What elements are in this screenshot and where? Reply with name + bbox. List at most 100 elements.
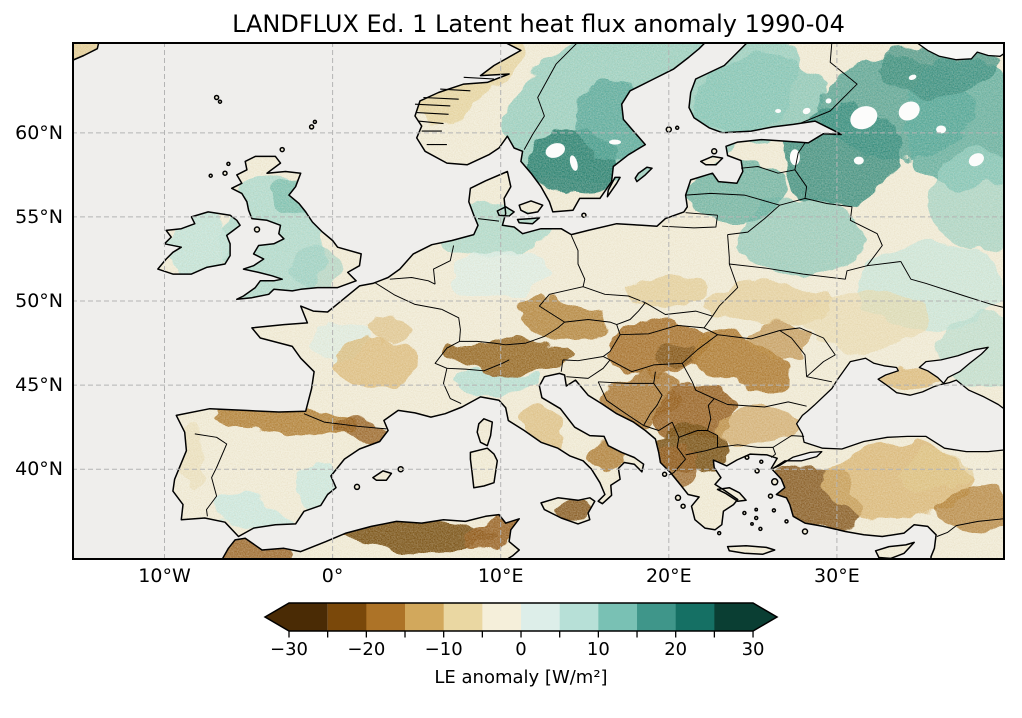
country-border bbox=[717, 444, 773, 448]
country-border bbox=[662, 215, 718, 229]
country-border bbox=[443, 368, 462, 405]
country-border bbox=[602, 356, 683, 373]
island bbox=[759, 459, 764, 464]
y-axis-tick-label: 55°N bbox=[15, 205, 63, 228]
lake bbox=[825, 98, 832, 104]
colorbar-tick-label: 30 bbox=[741, 639, 765, 660]
country-border bbox=[477, 218, 500, 222]
country-border bbox=[523, 42, 579, 150]
fjord bbox=[463, 76, 495, 80]
country-border bbox=[707, 430, 718, 448]
country-border bbox=[801, 42, 858, 124]
coastline bbox=[230, 155, 362, 301]
sea-azov bbox=[918, 346, 989, 385]
country-border bbox=[598, 381, 654, 384]
colorbar-segment bbox=[443, 603, 483, 631]
lake bbox=[545, 143, 565, 158]
coastline bbox=[699, 155, 724, 166]
country-border bbox=[794, 142, 806, 170]
y-axis-tick-label: 40°N bbox=[15, 458, 63, 481]
country-border bbox=[703, 315, 713, 329]
country-border bbox=[681, 334, 718, 364]
country-border bbox=[779, 330, 808, 377]
island bbox=[754, 468, 760, 474]
colorbar-tick-label: 20 bbox=[664, 639, 688, 660]
country-border bbox=[678, 430, 708, 438]
coastline bbox=[72, 42, 100, 62]
island bbox=[770, 478, 779, 486]
lake bbox=[968, 153, 984, 167]
country-border bbox=[727, 204, 781, 236]
x-axis-tick-label: 30°E bbox=[814, 565, 860, 587]
island bbox=[213, 94, 220, 101]
island bbox=[253, 226, 261, 233]
plot-border bbox=[72, 42, 1005, 560]
island bbox=[208, 173, 213, 178]
x-axis-tick-label: 20°E bbox=[645, 565, 692, 587]
country-border bbox=[566, 359, 611, 379]
colorbar-tick-label: −30 bbox=[270, 639, 308, 660]
country-border bbox=[643, 383, 663, 426]
colorbar-segment bbox=[675, 603, 715, 631]
island bbox=[279, 146, 285, 153]
country-border bbox=[681, 363, 715, 400]
colorbar-canvas bbox=[263, 602, 779, 638]
coastline bbox=[157, 211, 241, 275]
colorbar-segment bbox=[559, 603, 599, 631]
island bbox=[312, 119, 318, 125]
country-border bbox=[433, 245, 455, 285]
coastline bbox=[634, 166, 653, 183]
country-border bbox=[389, 277, 436, 285]
island bbox=[661, 471, 668, 478]
country-border bbox=[620, 324, 705, 336]
country-border bbox=[653, 371, 656, 384]
island bbox=[308, 124, 315, 130]
country-border bbox=[538, 286, 584, 323]
island bbox=[754, 507, 759, 512]
coastline bbox=[414, 42, 707, 213]
country-border bbox=[602, 324, 621, 357]
country-border bbox=[570, 235, 586, 287]
coastline bbox=[716, 486, 747, 502]
lake bbox=[789, 149, 800, 166]
country-border bbox=[936, 518, 1004, 537]
coastline bbox=[469, 447, 499, 489]
x-axis-tick-label: 10°W bbox=[138, 565, 191, 587]
country-border bbox=[643, 421, 673, 431]
island bbox=[771, 508, 777, 513]
colorbar-segment bbox=[366, 603, 406, 631]
colorbar-tick-label: 0 bbox=[515, 639, 527, 660]
country-border bbox=[900, 261, 1005, 309]
island bbox=[581, 212, 587, 218]
colorbar-segment bbox=[714, 603, 778, 631]
coastline bbox=[726, 545, 776, 555]
island bbox=[784, 519, 789, 524]
country-border bbox=[560, 359, 564, 372]
country-border bbox=[729, 261, 901, 280]
lake bbox=[569, 155, 578, 171]
colorbar-segment bbox=[482, 603, 522, 631]
country-border bbox=[459, 340, 495, 344]
island bbox=[674, 494, 682, 502]
country-border bbox=[303, 413, 387, 430]
island bbox=[680, 503, 686, 509]
y-axis-tick-label: 45°N bbox=[15, 374, 63, 397]
colorbar-segment bbox=[265, 603, 328, 631]
coastline bbox=[874, 541, 915, 560]
country-border bbox=[374, 282, 442, 310]
country-border bbox=[493, 321, 565, 346]
country-border bbox=[645, 302, 713, 317]
sea-marmara bbox=[772, 450, 823, 470]
coastline bbox=[518, 200, 544, 215]
island bbox=[710, 148, 718, 155]
graticule bbox=[72, 42, 1005, 560]
colorbar-segment bbox=[327, 603, 367, 631]
fjord-lines bbox=[414, 76, 495, 146]
lake bbox=[850, 106, 878, 130]
y-axis-tick-label: 50°N bbox=[15, 290, 63, 313]
country-border bbox=[562, 356, 604, 362]
island bbox=[674, 125, 680, 131]
lake bbox=[802, 107, 811, 115]
lake bbox=[775, 109, 782, 113]
